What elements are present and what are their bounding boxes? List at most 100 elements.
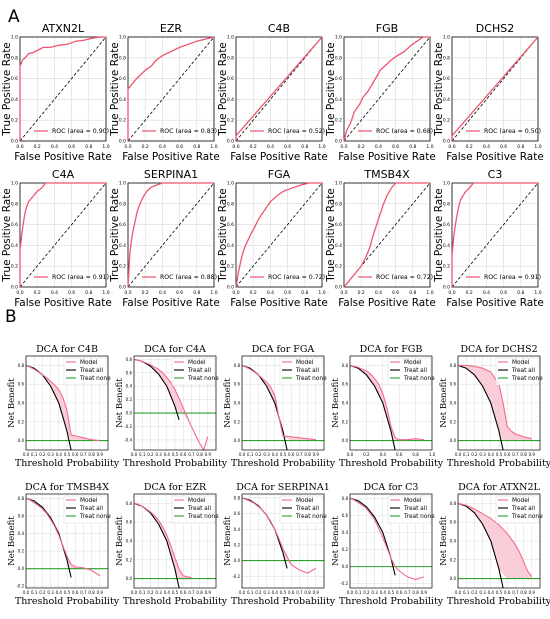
x-tick-label: 0.8: [301, 144, 308, 150]
y-tick-label: 0.2: [18, 419, 25, 424]
x-tick-label: 0.2: [250, 290, 257, 296]
y-tick-label: 0.6: [119, 222, 126, 228]
model-line: [241, 497, 317, 574]
x-axis-label: False Positive Rate: [446, 151, 544, 163]
x-tick-label: 0.0: [340, 290, 347, 296]
treat-all-line: [25, 497, 72, 578]
legend-roc-label: ROC (area = 0.50): [484, 128, 541, 135]
x-tick-label: 0.2: [358, 144, 365, 150]
y-tick-label: 0.0: [126, 411, 133, 416]
y-tick-label: 0.2: [234, 419, 241, 424]
treat-all-line: [241, 364, 288, 451]
x-tick-label: 0.4: [56, 590, 63, 595]
y-tick-label: 0.4: [234, 401, 241, 406]
y-tick-label: 0.6: [450, 382, 457, 387]
plot-frame: [241, 355, 325, 451]
x-tick-label: 0.4: [483, 144, 490, 150]
y-tick-label: 0.4: [342, 401, 349, 406]
plot-frame: [235, 36, 323, 142]
y-tick-label: 0.4: [234, 527, 241, 532]
y-tick-label: 1.0: [227, 181, 234, 187]
y-tick-label: 0.6: [119, 76, 126, 82]
x-tick-label: 1.0: [534, 290, 541, 296]
x-tick-label: 0.1: [463, 452, 470, 457]
x-tick-label: 0.7: [296, 452, 303, 457]
x-tick-label: 0.2: [142, 144, 149, 150]
chart-roc-c4a: 0.0 0.2 0.4 0.6 0.8 1.0 0.0 0.2 0.4 0.6 0.8 1.0 C4A F…: [1, 168, 112, 309]
panel-label-a: A: [8, 7, 20, 27]
x-tick-label: 0.2: [142, 290, 149, 296]
x-tick-label: 0.2: [466, 144, 473, 150]
diagonal-reference-line: [19, 182, 107, 288]
legend-label: Treat all: [403, 368, 427, 374]
x-axis-label: Threshold Probability: [123, 458, 228, 469]
treat-all-line: [457, 364, 504, 451]
y-tick-label: 0.2: [11, 118, 18, 124]
y-tick-label: 1.0: [11, 181, 18, 187]
x-tick-label: 0.7: [80, 590, 87, 595]
roc-curve: [235, 182, 322, 288]
chart-roc-c4b: 0.0 0.2 0.4 0.6 0.8 1.0 0.0 0.2 0.4 0.6 0.8 1.0 C4B F…: [217, 22, 328, 163]
y-tick-label: 0.0: [234, 558, 241, 563]
chart-title: DCA for SERPINA1: [236, 482, 330, 493]
y-tick-label: 0.0: [126, 576, 133, 581]
x-tick-label: 0.7: [188, 452, 195, 457]
y-tick-label: 0.8: [18, 363, 25, 368]
x-tick-label: 0.1: [139, 452, 146, 457]
x-tick-label: 0.7: [80, 452, 87, 457]
y-tick-label: 0.8: [11, 55, 18, 61]
roc-curve: [127, 182, 214, 288]
y-tick-label: 0.4: [335, 97, 342, 103]
y-tick-label: 0.4: [443, 97, 450, 103]
charts-container: 0.0 0.2 0.4 0.6 0.8 1.0 0.0 0.2 0.4 0.6 0.8 1.0 ATXN…: [1, 22, 550, 607]
legend-label: Treat none: [187, 514, 219, 520]
x-tick-label: 0.6: [284, 144, 291, 150]
y-axis-label: True Positive Rate: [217, 188, 229, 283]
x-tick-label: 0.6: [72, 452, 79, 457]
legend-label: Model: [296, 360, 314, 366]
y-tick-label: -0.4: [124, 437, 132, 442]
x-tick-label: 0.4: [56, 452, 63, 457]
x-tick-label: 0.8: [196, 452, 203, 457]
y-tick-label: 0.2: [227, 118, 234, 124]
x-tick-label: 0.1: [247, 452, 254, 457]
chart-title: FGB: [376, 22, 398, 35]
y-tick-label: 1.0: [227, 35, 234, 41]
y-axis-label: True Positive Rate: [433, 42, 445, 137]
model-line: [25, 497, 101, 577]
y-tick-label: 0.2: [18, 549, 25, 554]
x-tick-label: 0.4: [380, 590, 387, 595]
x-tick-label: 0.9: [529, 590, 536, 595]
x-tick-label: 0.8: [409, 144, 416, 150]
model-line: [349, 497, 424, 581]
y-tick-label: 0.8: [119, 201, 126, 207]
x-tick-label: 0.6: [396, 452, 403, 457]
y-tick-label: 0.6: [450, 520, 457, 525]
x-tick-label: 0.6: [180, 452, 187, 457]
y-tick-label: 0.8: [335, 55, 342, 61]
y-tick-label: 0.0: [234, 438, 241, 443]
y-tick-label: 0.6: [126, 520, 133, 525]
y-axis-label: Net Benefit: [115, 378, 125, 428]
diagonal-reference-line: [127, 36, 215, 142]
x-axis-label: False Positive Rate: [230, 151, 328, 163]
chart-roc-atxn2l: 0.0 0.2 0.4 0.6 0.8 1.0 0.0 0.2 0.4 0.6 0.8 1.0 ATXN…: [1, 22, 112, 163]
x-tick-label: 0.4: [375, 290, 382, 296]
legend-label: Treat none: [403, 376, 435, 382]
y-tick-label: 0.4: [335, 243, 342, 249]
x-tick-label: 0.6: [500, 290, 507, 296]
x-tick-label: 0.0: [455, 452, 462, 457]
legend-label: Model: [80, 360, 98, 366]
y-tick-label: 1.0: [119, 35, 126, 41]
x-tick-label: 0.1: [247, 590, 254, 595]
x-tick-label: 1.0: [429, 452, 436, 457]
x-tick-label: 1.0: [210, 290, 217, 296]
x-tick-label: 0.6: [68, 290, 75, 296]
x-tick-label: 0.0: [232, 290, 239, 296]
roc-curve: [343, 182, 430, 288]
x-tick-label: 0.3: [155, 590, 162, 595]
y-tick-label: 0.6: [443, 76, 450, 82]
x-tick-label: 0.4: [164, 452, 171, 457]
x-tick-label: 0.8: [193, 144, 200, 150]
y-axis-label: True Positive Rate: [1, 42, 13, 137]
